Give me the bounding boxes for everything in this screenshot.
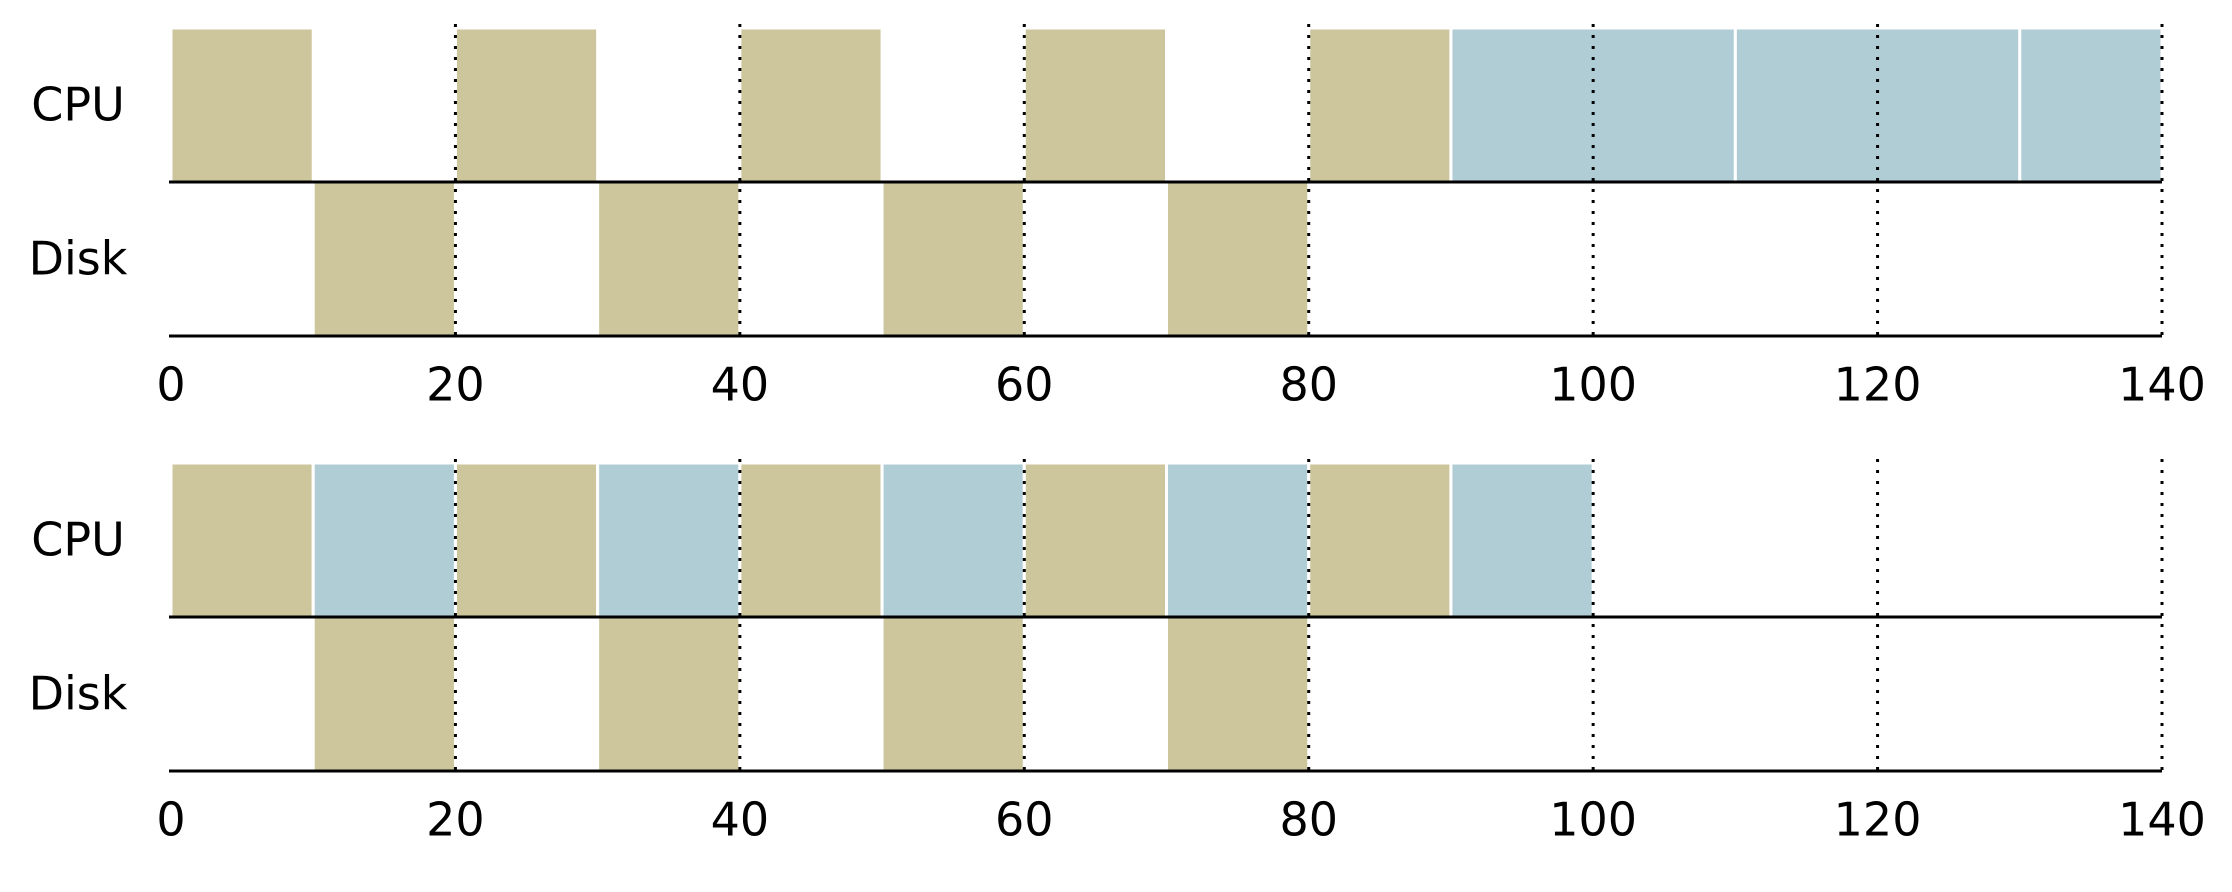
row-label: Disk <box>29 667 128 721</box>
segment <box>738 26 884 184</box>
segment <box>2018 26 2164 184</box>
segment <box>1307 26 1453 184</box>
segment <box>738 461 884 619</box>
segment <box>596 180 742 338</box>
segment <box>596 615 742 773</box>
segment <box>453 26 600 184</box>
x-tick-label: 0 <box>156 358 185 412</box>
x-tick-label: 40 <box>711 793 770 847</box>
x-tick-label: 80 <box>1279 793 1338 847</box>
row-label: CPU <box>31 513 125 567</box>
segment <box>169 461 315 619</box>
segment <box>1165 180 1311 338</box>
x-tick-label: 120 <box>1834 358 1922 412</box>
segment <box>311 461 457 619</box>
segment <box>1022 461 1169 619</box>
x-tick-label: 140 <box>2118 793 2206 847</box>
x-tick-label: 20 <box>426 358 485 412</box>
x-tick-label: 100 <box>1549 358 1637 412</box>
segment <box>453 461 600 619</box>
x-tick-label: 20 <box>426 793 485 847</box>
x-tick-label: 40 <box>711 358 770 412</box>
x-tick-label: 60 <box>995 358 1054 412</box>
segment <box>880 461 1026 619</box>
segment <box>1165 461 1311 619</box>
segment <box>880 615 1026 773</box>
x-tick-label: 60 <box>995 793 1054 847</box>
x-tick-label: 0 <box>156 793 185 847</box>
row-label: CPU <box>31 78 125 132</box>
x-tick-label: 140 <box>2118 358 2206 412</box>
x-tick-label: 80 <box>1279 358 1338 412</box>
segment <box>1307 461 1453 619</box>
segment <box>1449 461 1595 619</box>
segment <box>169 26 315 184</box>
segment <box>311 180 457 338</box>
x-tick-label: 100 <box>1549 793 1637 847</box>
row-label: Disk <box>29 232 128 286</box>
segment <box>880 180 1026 338</box>
x-tick-label: 120 <box>1834 793 1922 847</box>
segment <box>311 615 457 773</box>
segment <box>1165 615 1311 773</box>
segment <box>1022 26 1169 184</box>
segment <box>596 461 742 619</box>
